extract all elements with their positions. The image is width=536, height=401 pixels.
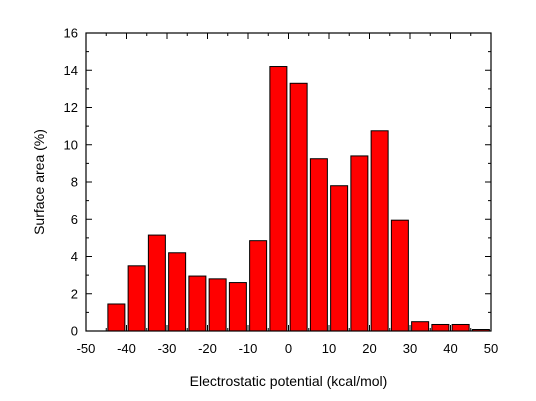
- x-tick-label: 10: [322, 341, 336, 356]
- x-tick-label: -30: [158, 341, 177, 356]
- axes-group: [85, 32, 492, 332]
- y-tick-label: 10: [64, 137, 78, 152]
- y-tick-label: 2: [71, 286, 78, 301]
- bar: [330, 185, 349, 332]
- x-tick-label: -50: [77, 341, 96, 356]
- x-tick-label: -10: [239, 341, 258, 356]
- y-tick-label: 6: [71, 212, 78, 227]
- bar: [350, 155, 369, 332]
- bar: [107, 303, 126, 332]
- bar: [208, 278, 227, 332]
- x-tick-label: -40: [117, 341, 136, 356]
- bar: [188, 275, 207, 332]
- x-tick-label: 40: [443, 341, 457, 356]
- bar: [451, 323, 470, 332]
- bar: [228, 282, 247, 332]
- x-tick-label: 20: [362, 341, 376, 356]
- bar: [249, 240, 268, 332]
- x-tick-label: 50: [484, 341, 498, 356]
- x-tick-label: 0: [285, 341, 292, 356]
- bar: [127, 265, 146, 332]
- y-tick-label: 4: [71, 249, 78, 264]
- x-axis-title: Electrostatic potential (kcal/mol): [190, 373, 388, 389]
- bar: [269, 66, 288, 332]
- y-tick-label: 14: [64, 63, 78, 78]
- bar: [168, 252, 187, 332]
- y-tick-label: 12: [64, 100, 78, 115]
- bar: [390, 219, 409, 332]
- bar: [431, 323, 450, 332]
- x-tick-label: -20: [198, 341, 217, 356]
- bar: [309, 158, 328, 332]
- bar: [147, 234, 166, 332]
- y-tick-label: 0: [71, 324, 78, 339]
- x-tick-label: 30: [403, 341, 417, 356]
- y-tick-label: 8: [71, 175, 78, 190]
- plot-frame: [85, 32, 492, 332]
- bar: [370, 130, 389, 332]
- bar: [289, 82, 308, 332]
- y-axis-title: Surface area (%): [31, 129, 47, 235]
- y-tick-label: 16: [64, 26, 78, 41]
- bar: [411, 321, 430, 332]
- ticks-group: -50 -40 -30 -20 -10 0 10 20 30 40 50 0 2 4 6 8 10 12 14 16: [64, 26, 499, 357]
- bars-group: [107, 66, 490, 332]
